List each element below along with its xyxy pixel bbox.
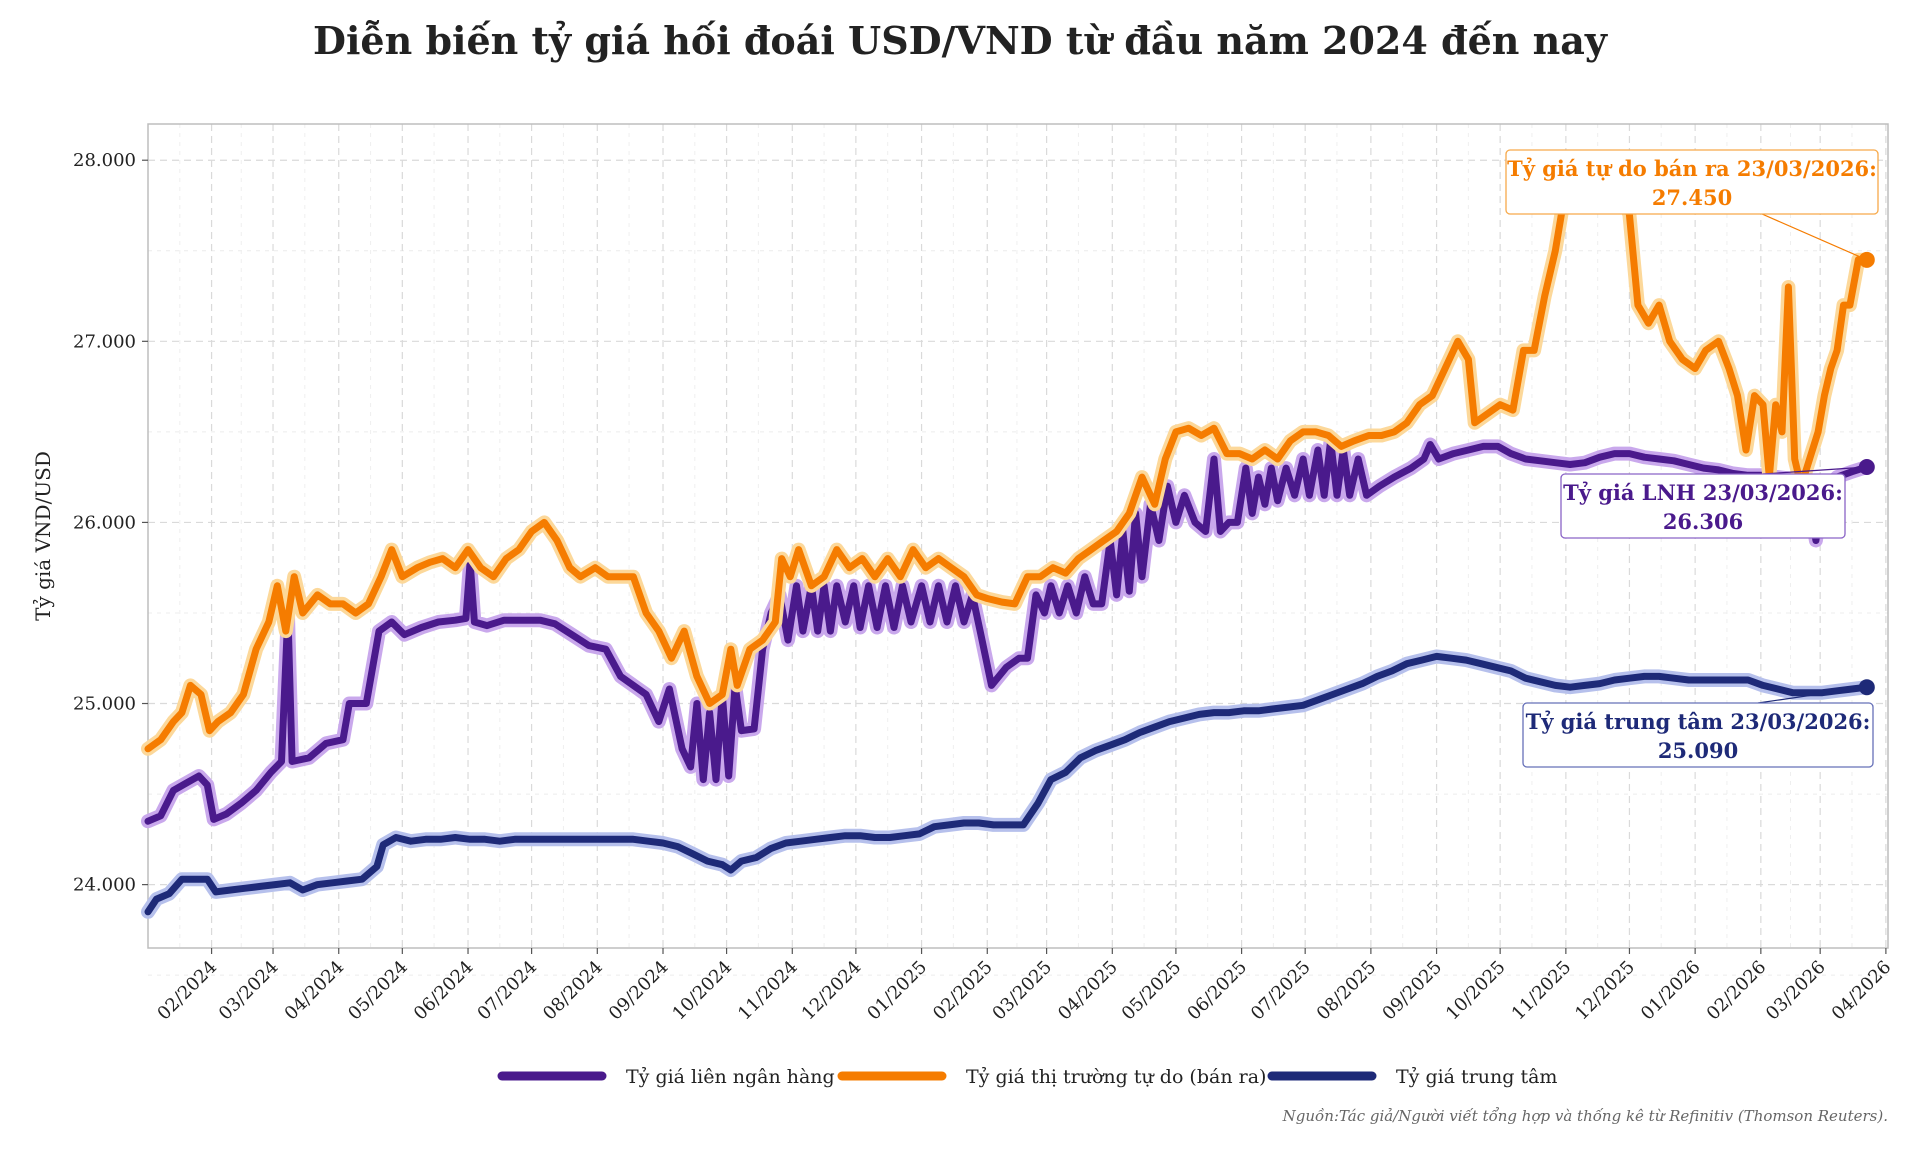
- annotation-label: Tỷ giá LNH 23/03/2026:: [1563, 480, 1843, 505]
- annotation-marker: [1858, 679, 1875, 696]
- annotation-box: [1522, 702, 1874, 768]
- series-line: [144, 652, 1871, 916]
- legend-label: Tỷ giá liên ngân hàng: [626, 1066, 835, 1088]
- x-tick-label: 12/2025: [1571, 957, 1639, 1025]
- annotation-label: Tỷ giá trung tâm 23/03/2026:: [1526, 709, 1871, 734]
- annotation-1: Tỷ giá LNH 23/03/2026: 26.306: [1560, 459, 1875, 539]
- annotation-connector: [1762, 466, 1867, 475]
- annotation-connector: [1757, 686, 1867, 704]
- x-tick-label: 02/2025: [929, 957, 997, 1025]
- y-axis-label: Tỷ giá VND/USD: [31, 451, 55, 621]
- x-tick-label: 04/2025: [1054, 957, 1122, 1025]
- annotation-box: [1505, 149, 1879, 215]
- source-note: Nguồn:Tác giả/Người viết tổng hợp và thố…: [1282, 1107, 1888, 1125]
- x-tick-label: 07/2024: [473, 957, 541, 1025]
- series-line-halo: [141, 649, 1874, 919]
- x-tick-label: 06/2024: [410, 957, 478, 1025]
- x-tick-label: 10/2025: [1442, 957, 1510, 1025]
- y-tick-label: 25.000: [73, 694, 136, 715]
- x-tick-label: 04/2024: [281, 957, 349, 1025]
- annotation-value: 27.450: [1652, 185, 1732, 210]
- annotation-2: Tỷ giá trung tâm 23/03/2026: 25.090: [1522, 679, 1875, 768]
- x-tick-label: 08/2024: [539, 957, 607, 1025]
- annotation-value: 26.306: [1663, 509, 1743, 534]
- series-layer: [141, 153, 1874, 919]
- legend-label: Tỷ giá thị trường tự do (bán ra): [966, 1066, 1266, 1088]
- y-tick-label: 28.000: [73, 150, 136, 171]
- gridlines: [148, 124, 1888, 976]
- x-tick-label: 12/2024: [798, 957, 866, 1025]
- annotation-connector: [1761, 213, 1868, 261]
- legend-item-0: Tỷ giá liên ngân hàng: [497, 1066, 835, 1088]
- x-tick-label: 02/2024: [153, 957, 221, 1025]
- y-tick-label: 24.000: [73, 875, 136, 896]
- x-tick-label: 09/2024: [605, 957, 673, 1025]
- legend-item-2: Tỷ giá trung tâm: [1267, 1066, 1557, 1088]
- x-tick-label: 03/2025: [988, 957, 1056, 1025]
- x-tick-label: 03/2024: [215, 957, 283, 1025]
- x-tick-label: 11/2025: [1508, 957, 1576, 1025]
- legend-item-1: Tỷ giá thị trường tự do (bán ra): [837, 1066, 1266, 1088]
- annotation-layer: Tỷ giá tự do bán ra 23/03/2026:27.450Tỷ …: [1505, 149, 1879, 768]
- series-2: [141, 649, 1874, 919]
- series-1: [141, 153, 1874, 756]
- y-tick-label: 26.000: [73, 512, 136, 533]
- x-tick-label: 05/2025: [1118, 957, 1186, 1025]
- x-tick-label: 08/2025: [1313, 957, 1381, 1025]
- legend-label: Tỷ giá trung tâm: [1396, 1066, 1557, 1088]
- x-tick-label: 04/2026: [1828, 957, 1896, 1025]
- x-tick-label: 11/2024: [734, 957, 802, 1025]
- legend: Tỷ giá liên ngân hàng Tỷ giá thị trường t…: [497, 1066, 1557, 1088]
- annotation-value: 25.090: [1658, 738, 1738, 763]
- annotation-0: Tỷ giá tự do bán ra 23/03/2026: 27.450: [1505, 149, 1879, 268]
- x-tick-label: 07/2025: [1247, 957, 1315, 1025]
- x-tick-label: 10/2024: [668, 957, 736, 1025]
- series-line: [144, 156, 1871, 753]
- series-line: [144, 437, 1871, 825]
- x-tick-label: 09/2025: [1378, 957, 1446, 1025]
- annotation-label: Tỷ giá tự do bán ra 23/03/2026:: [1507, 156, 1877, 181]
- series-0: [141, 433, 1874, 829]
- x-tick-label: 03/2026: [1762, 957, 1830, 1025]
- x-tick-label: 06/2025: [1183, 957, 1251, 1025]
- y-tick-label: 27.000: [73, 331, 136, 352]
- x-tick-label: 01/2025: [863, 957, 931, 1025]
- x-tick-label: 01/2026: [1637, 957, 1705, 1025]
- y-axis-ticks: 24.000 25.000 26.000 27.000 28.000: [73, 150, 148, 896]
- chart-title: Diễn biến tỷ giá hối đoái USD/VND từ đầu…: [313, 18, 1608, 63]
- annotation-box: [1560, 473, 1846, 539]
- plot-frame: [147, 123, 1889, 949]
- x-axis-ticks: 02/202403/202404/202405/202406/202407/20…: [153, 948, 1895, 1024]
- x-tick-label: 02/2026: [1703, 957, 1771, 1025]
- x-tick-label: 05/2024: [344, 957, 412, 1025]
- annotation-marker: [1858, 459, 1875, 476]
- annotation-marker: [1858, 251, 1875, 268]
